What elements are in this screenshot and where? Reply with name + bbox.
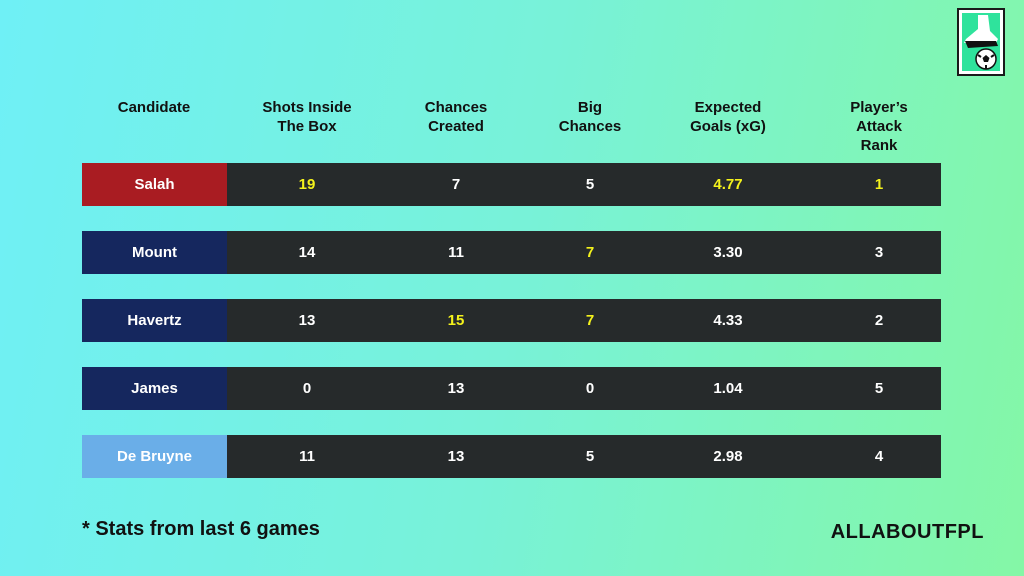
header-attack-rank: Player’s Attack Rank <box>850 99 908 154</box>
expected-goals-value: 3.30 <box>713 244 743 261</box>
shots-inside-box-value: 13 <box>298 312 316 329</box>
boot-and-football-icon <box>962 13 1000 71</box>
expected-goals-value: 2.98 <box>713 448 743 465</box>
attack-rank-value: 4 <box>874 448 884 465</box>
big-chances-value: 7 <box>585 244 595 261</box>
player-name-cell: Salah <box>82 163 227 206</box>
expected-goals-value: 4.33 <box>713 312 743 329</box>
player-name-cell: Mount <box>82 231 227 274</box>
table-row: De Bruyne 11 13 5 2.98 4 <box>82 435 941 478</box>
big-chances-value: 7 <box>585 312 595 329</box>
shots-inside-box-value: 0 <box>302 380 312 397</box>
table-header: Candidate Shots Inside The Box Chances C… <box>82 98 942 154</box>
expected-goals-value: 4.77 <box>713 176 743 193</box>
table-row: Salah 19 7 5 4.77 1 <box>82 163 941 206</box>
header-chances-created: Chances Created <box>424 99 488 135</box>
chances-created-value: 11 <box>448 244 464 261</box>
expected-goals-value: 1.04 <box>713 380 743 397</box>
player-name-cell: Havertz <box>82 299 227 342</box>
table-row: James 0 13 0 1.04 5 <box>82 367 941 410</box>
chances-created-value: 7 <box>451 176 461 193</box>
shots-inside-box-value: 19 <box>298 176 316 193</box>
brand-logo <box>957 8 1005 76</box>
header-big-chances: Big Chances <box>558 99 622 135</box>
header-shots-inside-box: Shots Inside The Box <box>262 99 352 135</box>
table-row: Havertz 13 15 7 4.33 2 <box>82 299 941 342</box>
header-expected-goals: Expected Goals (xG) <box>690 99 766 135</box>
header-candidate: Candidate <box>117 99 191 116</box>
boot-and-football-svg <box>964 15 998 70</box>
shots-inside-box-value: 14 <box>298 244 316 261</box>
big-chances-value: 5 <box>585 176 595 193</box>
footnote: * Stats from last 6 games <box>82 518 320 540</box>
shots-inside-box-value: 11 <box>299 448 315 465</box>
attack-rank-value: 1 <box>874 176 884 193</box>
big-chances-value: 5 <box>585 448 595 465</box>
attack-rank-value: 2 <box>874 312 884 329</box>
chances-created-value: 15 <box>447 312 465 329</box>
chances-created-value: 13 <box>447 380 465 397</box>
player-name-cell: De Bruyne <box>82 435 227 478</box>
brand-wordmark: ALLABOUTFPL <box>830 521 984 543</box>
big-chances-value: 0 <box>585 380 595 397</box>
chances-created-value: 13 <box>447 448 465 465</box>
attack-rank-value: 3 <box>874 244 884 261</box>
player-name-cell: James <box>82 367 227 410</box>
table-row: Mount 14 11 7 3.30 3 <box>82 231 941 274</box>
attack-rank-value: 5 <box>874 380 884 397</box>
